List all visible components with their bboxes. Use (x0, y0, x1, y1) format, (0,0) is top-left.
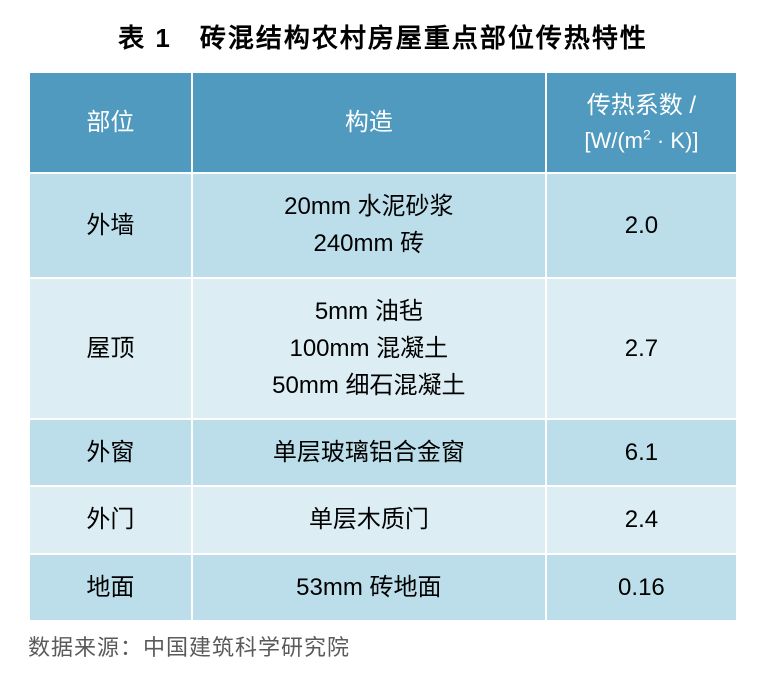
table-row: 外窗 单层玻璃铝合金窗 6.1 (29, 419, 737, 486)
cell-construction: 53mm 砖地面 (192, 554, 546, 621)
cell-part: 屋顶 (29, 278, 192, 420)
table-row: 外门 单层木质门 2.4 (29, 486, 737, 553)
coef-unit: [W/(m2 · K)] (553, 124, 730, 158)
cell-part: 地面 (29, 554, 192, 621)
cell-coefficient: 0.16 (546, 554, 737, 621)
cell-coefficient: 2.0 (546, 173, 737, 277)
heat-transfer-table: 部位 构造 传热系数 / [W/(m2 · K)] 外墙 20mm 水泥砂浆 2… (28, 71, 738, 622)
cell-coefficient: 6.1 (546, 419, 737, 486)
cell-part: 外门 (29, 486, 192, 553)
col-header-coefficient: 传热系数 / [W/(m2 · K)] (546, 72, 737, 173)
table-row: 外墙 20mm 水泥砂浆 240mm 砖 2.0 (29, 173, 737, 277)
cell-construction: 单层玻璃铝合金窗 (192, 419, 546, 486)
cell-coefficient: 2.7 (546, 278, 737, 420)
table-row: 屋顶 5mm 油毡 100mm 混凝土 50mm 细石混凝土 2.7 (29, 278, 737, 420)
col-header-part: 部位 (29, 72, 192, 173)
table-header-row: 部位 构造 传热系数 / [W/(m2 · K)] (29, 72, 737, 173)
cell-construction: 5mm 油毡 100mm 混凝土 50mm 细石混凝土 (192, 278, 546, 420)
table-row: 地面 53mm 砖地面 0.16 (29, 554, 737, 621)
cell-coefficient: 2.4 (546, 486, 737, 553)
col-header-construction: 构造 (192, 72, 546, 173)
cell-construction: 单层木质门 (192, 486, 546, 553)
table-caption: 表 1 砖混结构农村房屋重点部位传热特性 (28, 18, 738, 55)
data-source-note: 数据来源：中国建筑科学研究院 (28, 630, 738, 662)
coef-label: 传热系数 / (587, 92, 696, 119)
cell-construction: 20mm 水泥砂浆 240mm 砖 (192, 173, 546, 277)
cell-part: 外窗 (29, 419, 192, 486)
cell-part: 外墙 (29, 173, 192, 277)
